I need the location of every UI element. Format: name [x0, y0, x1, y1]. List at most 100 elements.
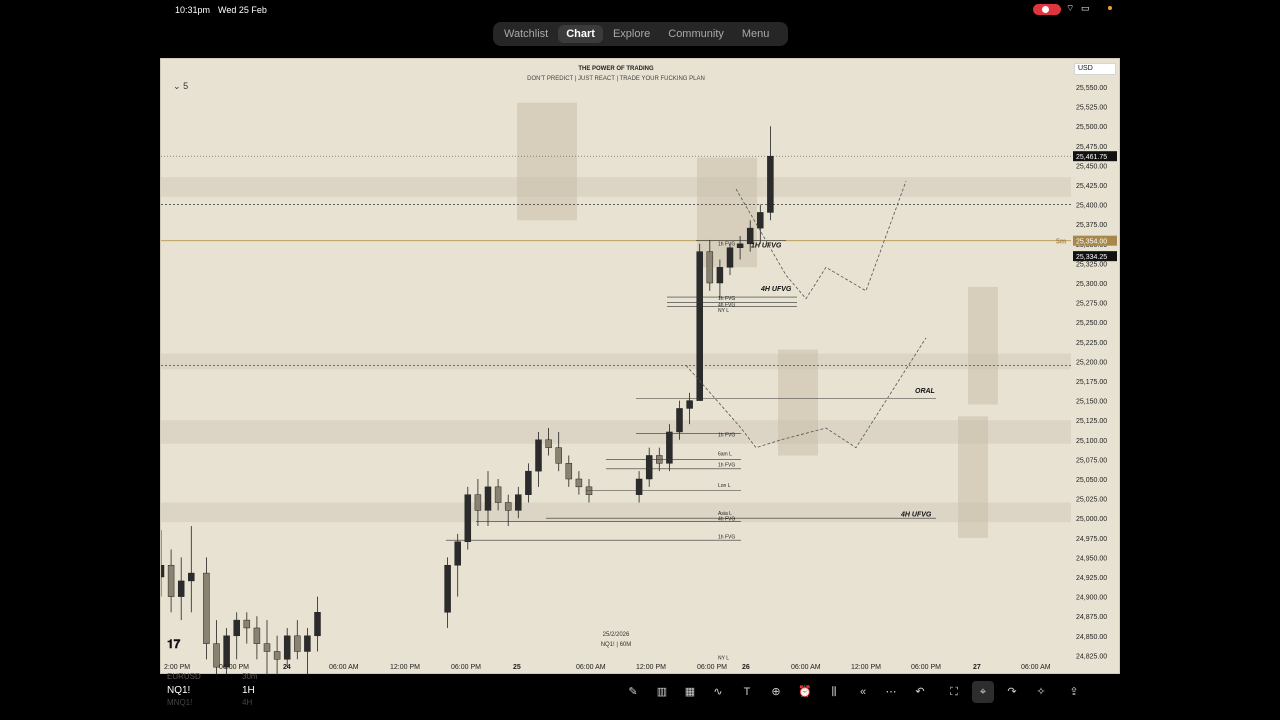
timeframe-selector[interactable]: 1H: [242, 685, 255, 696]
tab-menu[interactable]: Menu: [741, 28, 770, 40]
ghost-tf-below: 4H: [242, 698, 253, 707]
chevron-down-icon: ⌄: [173, 81, 181, 91]
annotation-label: ORAL: [915, 388, 935, 395]
alarm-icon[interactable]: ⏰: [798, 686, 812, 698]
rewind-icon[interactable]: «: [859, 686, 867, 698]
price-tag-label: 25,334.25: [1076, 254, 1107, 261]
price-tag: [1073, 151, 1117, 162]
annotation-label: 6am L: [718, 451, 732, 457]
pencil-icon[interactable]: ✎: [628, 686, 638, 698]
time-axis-label: 06:00 AM: [1021, 664, 1051, 671]
candle-body: [294, 635, 301, 652]
tab-community[interactable]: Community: [668, 28, 724, 40]
tradingview-icon[interactable]: T: [743, 686, 751, 698]
price-axis-label: 25,050.00: [1076, 477, 1107, 484]
annotation-label: Lon L: [718, 483, 731, 489]
idea-icon[interactable]: ✧: [1036, 686, 1046, 698]
time-axis-label: 06:00 PM: [219, 664, 249, 671]
time-axis-label: 25: [513, 664, 521, 671]
fvg-box: [778, 349, 818, 456]
annotation-label: 4h FVG: [718, 303, 735, 309]
candle-body: [177, 580, 185, 597]
candle-body: [253, 627, 261, 644]
candle-body: [736, 243, 744, 248]
price-axis-label: 24,825.00: [1076, 653, 1107, 660]
price-axis-label: 24,950.00: [1076, 555, 1107, 562]
add-icon[interactable]: ⊕: [771, 686, 781, 698]
fvg-box: [517, 102, 577, 221]
candle-body: [167, 564, 175, 597]
tab-watchlist[interactable]: Watchlist: [504, 28, 549, 40]
top-navigation: Watchlist Chart Explore Community Menu: [493, 22, 788, 46]
price-axis-label: 25,175.00: [1076, 379, 1107, 386]
currency-selector[interactable]: USD: [1074, 63, 1116, 75]
time-axis-label: 12:00 PM: [636, 664, 666, 671]
time-axis-label: 12:00 PM: [851, 664, 881, 671]
candle-body: [494, 486, 502, 503]
annotation-label: 1H UFVG: [751, 243, 782, 250]
price-tag-label: 25,461.75: [1076, 154, 1107, 161]
price-axis-label: 25,125.00: [1076, 418, 1107, 425]
price-axis-label: 25,150.00: [1076, 399, 1107, 406]
undo-icon[interactable]: ↶: [915, 686, 925, 698]
ghost-symbol-below: MNQ1!: [167, 698, 193, 707]
candle-body: [504, 502, 512, 511]
zone-band: [161, 502, 1071, 523]
symbol-selector[interactable]: NQ1!: [167, 685, 191, 696]
tab-chart[interactable]: Chart: [558, 25, 603, 43]
chart-panel[interactable]: 1H UFVG 4H UFVG ORAL 4H UFVG 1h FVG 1h FVG 4h …: [160, 58, 1121, 675]
tab-explore[interactable]: Explore: [612, 28, 651, 40]
chart-title: THE POWER OF TRADING: [578, 66, 654, 72]
time-axis-label: 06:00 PM: [697, 664, 727, 671]
annotation-label: 1h FVG: [718, 433, 735, 439]
replay-icon[interactable]: ⫼: [831, 686, 837, 698]
price-axis-label: 24,925.00: [1076, 575, 1107, 582]
fvg-box: [958, 416, 988, 538]
status-bar: 10:31pm Wed 25 Feb ⌔ ▭: [0, 0, 1280, 20]
crosshair-icon[interactable]: ⌖: [972, 681, 994, 703]
candle-body: [645, 455, 653, 480]
price-axis-label: 24,975.00: [1076, 536, 1107, 543]
legend-toggle[interactable]: ⌄ 5: [173, 81, 188, 92]
candle-body: [203, 572, 210, 644]
time-axis-label: 06:00 AM: [576, 664, 606, 671]
candle-body: [283, 635, 291, 660]
time-axis-label: 27: [973, 664, 981, 671]
projection-path: [685, 337, 927, 449]
time-axis-label: 06:00 AM: [791, 664, 821, 671]
price-axis-label: 25,225.00: [1076, 340, 1107, 347]
candle-body: [474, 494, 482, 511]
candle-body: [464, 494, 472, 542]
date-stamp: 25/2/2026: [602, 632, 630, 638]
candle-body: [676, 408, 683, 433]
candle-body: [515, 494, 522, 511]
fullscreen-icon[interactable]: ⛶: [950, 686, 958, 698]
indicators-icon[interactable]: ∿: [713, 686, 723, 698]
price-axis-label: 25,500.00: [1076, 124, 1107, 131]
time-axis-label: 06:00 PM: [451, 664, 481, 671]
price-axis-label: 25,375.00: [1076, 222, 1107, 229]
time-axis-label: 24: [283, 664, 291, 671]
chart-type-icon[interactable]: ▥: [656, 686, 668, 698]
annotation-label: 4H UFVG: [900, 512, 932, 519]
clock: 10:31pm: [175, 5, 211, 15]
candle-body: [565, 463, 573, 480]
grid-icon[interactable]: ▦: [684, 686, 696, 698]
candle-body: [484, 486, 492, 511]
candle-body: [726, 247, 734, 268]
price-axis-label: 25,200.00: [1076, 359, 1107, 366]
price-axis-label: 25,325.00: [1076, 261, 1107, 268]
redo-icon[interactable]: ↷: [1007, 686, 1017, 698]
time-axis-label: 12:00 PM: [390, 664, 420, 671]
zone-band: [161, 420, 1071, 444]
fvg-box: [968, 286, 998, 405]
tradingview-logo: 𝟏𝟕: [167, 637, 181, 651]
annotation-label: 4h FVG: [718, 517, 735, 523]
time-axis-label: 26: [742, 664, 750, 671]
price-axis-label: 25,475.00: [1076, 144, 1107, 151]
more-icon[interactable]: ⋯: [885, 686, 897, 698]
share-icon[interactable]: ⇪: [1069, 686, 1079, 698]
price-axis-label: 25,450.00: [1076, 163, 1107, 170]
recording-indicator-icon[interactable]: [1033, 4, 1061, 15]
